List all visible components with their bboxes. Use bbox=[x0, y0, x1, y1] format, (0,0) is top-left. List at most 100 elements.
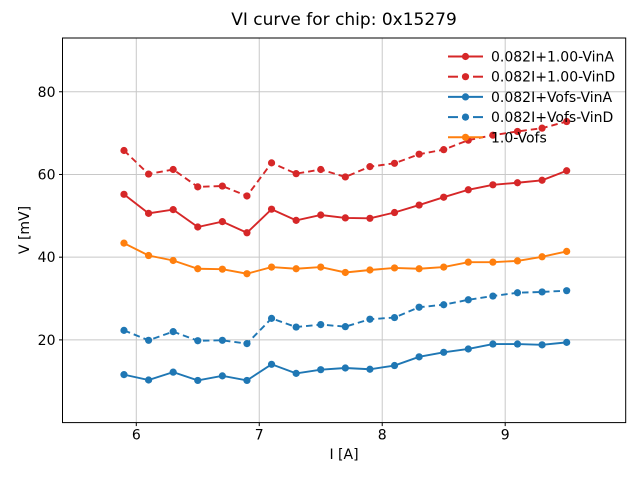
data-point bbox=[292, 369, 300, 377]
data-point bbox=[169, 165, 177, 174]
legend-marker-dot bbox=[461, 93, 470, 101]
data-point bbox=[194, 183, 202, 191]
data-point bbox=[120, 239, 128, 247]
data-point bbox=[390, 208, 399, 217]
data-point bbox=[292, 170, 300, 178]
legend-marker-dot bbox=[461, 52, 470, 61]
data-point bbox=[317, 263, 325, 271]
data-point bbox=[267, 314, 276, 322]
data-point bbox=[120, 371, 128, 379]
data-point bbox=[464, 345, 472, 353]
legend-label: 0.082I+Vofs-VinA bbox=[491, 90, 612, 106]
y-tick-label: 20 bbox=[38, 333, 56, 349]
data-point bbox=[120, 326, 128, 334]
data-point bbox=[169, 206, 177, 214]
axes-spines bbox=[62, 37, 627, 424]
data-point bbox=[341, 173, 349, 181]
data-point bbox=[366, 365, 374, 373]
data-point bbox=[317, 211, 325, 219]
data-point bbox=[390, 159, 399, 167]
x-tick-label: 6 bbox=[132, 428, 141, 444]
data-point bbox=[563, 167, 571, 175]
data-point bbox=[169, 328, 177, 336]
data-point bbox=[538, 124, 546, 132]
data-point bbox=[390, 313, 399, 322]
data-point bbox=[440, 348, 448, 356]
x-axis-label: I [A] bbox=[329, 447, 359, 463]
data-point bbox=[563, 338, 571, 346]
data-point bbox=[341, 214, 349, 222]
data-point bbox=[194, 337, 202, 345]
data-point bbox=[267, 263, 276, 271]
data-point bbox=[440, 263, 448, 271]
x-tick-label: 7 bbox=[255, 428, 264, 444]
data-point bbox=[292, 265, 300, 273]
data-point bbox=[513, 179, 522, 187]
data-point bbox=[538, 341, 546, 349]
data-point bbox=[144, 376, 153, 384]
data-point bbox=[415, 303, 423, 311]
data-point bbox=[489, 340, 497, 348]
data-point bbox=[317, 165, 325, 174]
data-point bbox=[218, 182, 226, 190]
data-point bbox=[144, 336, 153, 344]
data-point bbox=[366, 315, 374, 323]
y-axis-label: V [mV] bbox=[17, 205, 33, 255]
data-series bbox=[120, 117, 571, 385]
data-point bbox=[243, 340, 251, 348]
data-point bbox=[144, 209, 153, 217]
data-point bbox=[169, 368, 177, 376]
y-tick-label: 80 bbox=[38, 85, 56, 101]
grid-lines bbox=[62, 38, 626, 423]
data-point bbox=[366, 266, 374, 274]
data-point bbox=[538, 288, 546, 296]
data-point bbox=[267, 360, 276, 368]
data-point bbox=[267, 205, 276, 213]
data-point bbox=[317, 320, 325, 329]
data-point bbox=[341, 268, 349, 277]
data-point bbox=[144, 251, 153, 260]
data-point bbox=[440, 193, 448, 201]
legend-label: 0.082I+1.00-VinD bbox=[491, 70, 615, 86]
data-point bbox=[415, 201, 423, 209]
data-point bbox=[464, 186, 472, 194]
data-point bbox=[144, 170, 153, 178]
data-point bbox=[218, 218, 226, 226]
data-point bbox=[218, 336, 226, 344]
data-point bbox=[563, 287, 571, 295]
axis-ticks: 6 7 8 9 20 40 60 80 bbox=[38, 85, 510, 444]
legend-label: 0.082I+1.00-VinA bbox=[491, 50, 614, 66]
data-point bbox=[440, 301, 448, 309]
data-point bbox=[341, 323, 349, 331]
data-point bbox=[513, 289, 522, 297]
series-line-0.082I+Vofs-VinD bbox=[123, 289, 567, 345]
data-point bbox=[513, 340, 522, 348]
data-point bbox=[317, 366, 325, 374]
data-point bbox=[415, 150, 423, 158]
data-point bbox=[366, 214, 374, 222]
legend: 0.082I+1.00-VinA 0.082I+1.00-VinD 0.082I+V… bbox=[448, 50, 615, 146]
legend-marker-dot bbox=[461, 73, 470, 81]
legend-marker-dot bbox=[461, 133, 470, 141]
data-point bbox=[440, 146, 448, 154]
legend-label: 0.082I+Vofs-VinD bbox=[491, 110, 613, 126]
y-tick-label: 60 bbox=[38, 167, 56, 183]
data-point bbox=[390, 361, 399, 370]
data-point bbox=[120, 190, 128, 198]
data-point bbox=[489, 181, 497, 189]
data-point bbox=[489, 258, 497, 266]
x-tick-label: 9 bbox=[501, 428, 510, 444]
data-point bbox=[292, 323, 300, 331]
x-tick-label: 8 bbox=[378, 428, 387, 444]
data-point bbox=[538, 176, 546, 184]
series-line-0.082I+Vofs-VinA bbox=[123, 341, 567, 382]
data-point bbox=[218, 265, 226, 273]
plot-border bbox=[62, 37, 627, 424]
data-point bbox=[341, 364, 349, 372]
data-point bbox=[169, 256, 177, 265]
data-point bbox=[243, 192, 251, 200]
data-point bbox=[489, 292, 497, 300]
data-point bbox=[194, 265, 202, 273]
